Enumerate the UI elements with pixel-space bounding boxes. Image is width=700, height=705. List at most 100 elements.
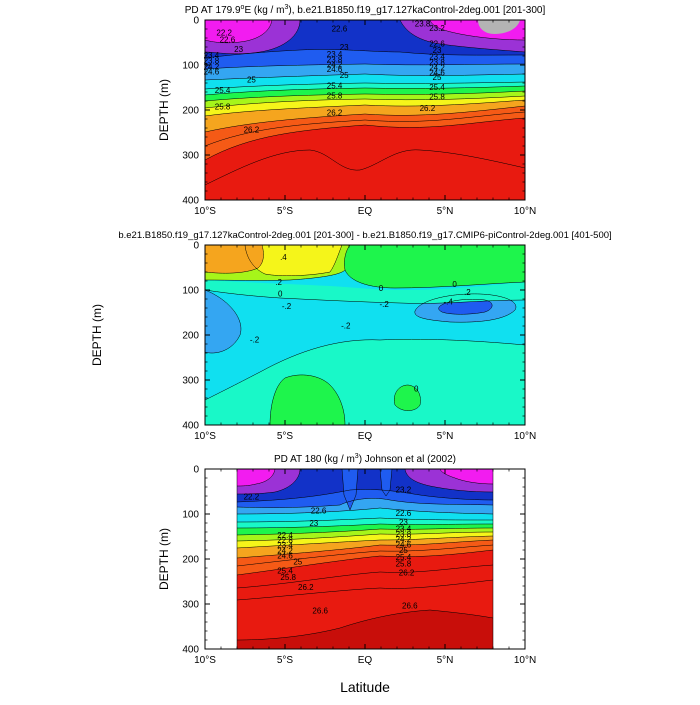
panel-1-contour-lines [205, 20, 525, 186]
contour-label: 25 [293, 557, 302, 566]
contour-label: 26.2 [420, 104, 436, 113]
x-tick-label: 5°N [437, 655, 454, 666]
x-tick-label: EQ [358, 206, 373, 217]
y-tick-label: 0 [193, 16, 199, 27]
panel-3-xlabel: Latitude [340, 679, 390, 695]
band-magenta [237, 469, 493, 486]
panel-1-title: PD AT 179.9oE (kg / m3), b.e21.B1850.f19… [185, 4, 546, 16]
contour-label: 22.8 [277, 536, 293, 545]
contour-label: 23 [399, 518, 408, 527]
contour-label: 24.2 [277, 546, 293, 555]
contour-label: .4 [280, 253, 287, 262]
band-gray [478, 20, 520, 34]
contour-label: .2 [275, 278, 282, 287]
contour-label: 26.2 [298, 583, 314, 592]
x-tick-label: EQ [358, 431, 373, 442]
contour-label: 26.2 [327, 108, 343, 117]
x-tick-label: 10°N [514, 431, 536, 442]
contour-label: 24.6 [429, 69, 445, 78]
contour-label: 23.4 [429, 52, 445, 61]
contour-label: -.2 [250, 336, 260, 345]
panel-2-ylabel: DEPTH (m) [90, 304, 104, 366]
contour-label: 25.4 [327, 81, 343, 90]
contour-label: 24.2 [396, 535, 412, 544]
x-tick-label: EQ [358, 655, 373, 666]
contour-label: 25 [247, 75, 256, 84]
y-tick-label: 200 [182, 331, 199, 342]
panel-2-axes: 10°S 5°S EQ 5°N 10°N 0 100 200 300 400 [182, 241, 536, 443]
x-tick-label: 5°S [277, 655, 294, 666]
contour-label: 23.8 [396, 530, 412, 539]
contour-label: 26.6 [312, 606, 328, 615]
contour-label: 24.6 [204, 67, 220, 76]
contour-label: 23.4 [327, 50, 343, 59]
contour-label: 23 [340, 43, 349, 52]
panel-3: PD AT 180 (kg / m3) Johnson et al (2002) [157, 453, 536, 695]
contour-label: 22.6 [429, 39, 445, 48]
contour-label: 25 [399, 546, 408, 555]
panel-3-axes: 10°S 5°S EQ 5°N 10°N 0 100 200 300 400 [182, 465, 536, 667]
x-tick-label: 5°S [277, 206, 294, 217]
contour-label: 0 [379, 284, 384, 293]
band-red [205, 149, 525, 200]
band-magenta [205, 20, 525, 43]
contour-label: 25.8 [280, 573, 296, 582]
band-skyblue [205, 290, 516, 354]
contour-label: 26.2 [399, 569, 415, 578]
y-tick-label: 400 [182, 645, 199, 656]
contour-label: 26.6 [402, 601, 418, 610]
panel-3-ylabel: DEPTH (m) [157, 528, 171, 590]
band-aqua-top [205, 280, 525, 304]
contour-label: 23.4 [396, 524, 412, 533]
contour-label: 24.6 [277, 551, 293, 560]
y-tick-label: 200 [182, 555, 199, 566]
y-tick-label: 100 [182, 286, 199, 297]
panel-1-fill [205, 20, 525, 200]
panel-1: PD AT 179.9oE (kg / m3), b.e21.B1850.f19… [157, 4, 545, 217]
y-tick-label: 400 [182, 196, 199, 207]
contour-label: 25.8 [429, 93, 445, 102]
y-tick-label: 400 [182, 421, 199, 432]
contour-label: 23.8 [327, 56, 343, 65]
x-tick-label: 10°N [514, 655, 536, 666]
contour-label: 23.4 [277, 541, 293, 550]
contour-label: 25.8 [327, 92, 343, 101]
contour-label: 25.4 [429, 83, 445, 92]
contour-label: 25 [433, 73, 442, 82]
panel-3-title: PD AT 180 (kg / m3) Johnson et al (2002) [274, 453, 456, 465]
contour-label: 23.8 [429, 58, 445, 67]
contour-label: 25.4 [215, 86, 231, 95]
contour-label: 0 [278, 290, 283, 299]
contour-label: 26.2 [244, 125, 260, 134]
panel-1-axes: 10°S 5°S EQ 5°N 10°N 0 100 200 300 400 [182, 16, 536, 218]
contour-label: 23 [309, 519, 318, 528]
contour-label: 22.6 [311, 506, 327, 515]
contour-label: .2 [464, 288, 471, 297]
y-tick-label: 300 [182, 376, 199, 387]
x-tick-label: 10°S [194, 431, 216, 442]
band-green-blob-1 [270, 374, 345, 425]
panel-2-contour-lines [205, 245, 525, 425]
x-tick-label: 5°N [437, 206, 454, 217]
x-tick-label: 5°N [437, 431, 454, 442]
contour-label: 25.4 [277, 566, 293, 575]
y-tick-label: 100 [182, 61, 199, 72]
contour-label: 23.4 [204, 51, 220, 60]
contour-label: 0 [414, 385, 419, 394]
y-tick-label: 0 [193, 241, 199, 252]
panel-2: b.e21.B1850.f19_g17.127kaControl-2deg.00… [90, 230, 612, 442]
panel-3-fill [237, 469, 493, 649]
x-tick-label: 10°S [194, 655, 216, 666]
panel-2-fill [205, 245, 525, 425]
contour-label: 23 [433, 46, 442, 55]
y-tick-label: 300 [182, 600, 199, 611]
contour-label: 23.8 [204, 57, 220, 66]
y-tick-label: 100 [182, 510, 199, 521]
contour-label: 22.4 [277, 531, 293, 540]
x-tick-label: 10°S [194, 206, 216, 217]
contour-label: -.2 [282, 302, 292, 311]
contour-label: -.4 [444, 297, 454, 306]
band-blue [438, 299, 493, 315]
contour-label: 24.6 [396, 541, 412, 550]
